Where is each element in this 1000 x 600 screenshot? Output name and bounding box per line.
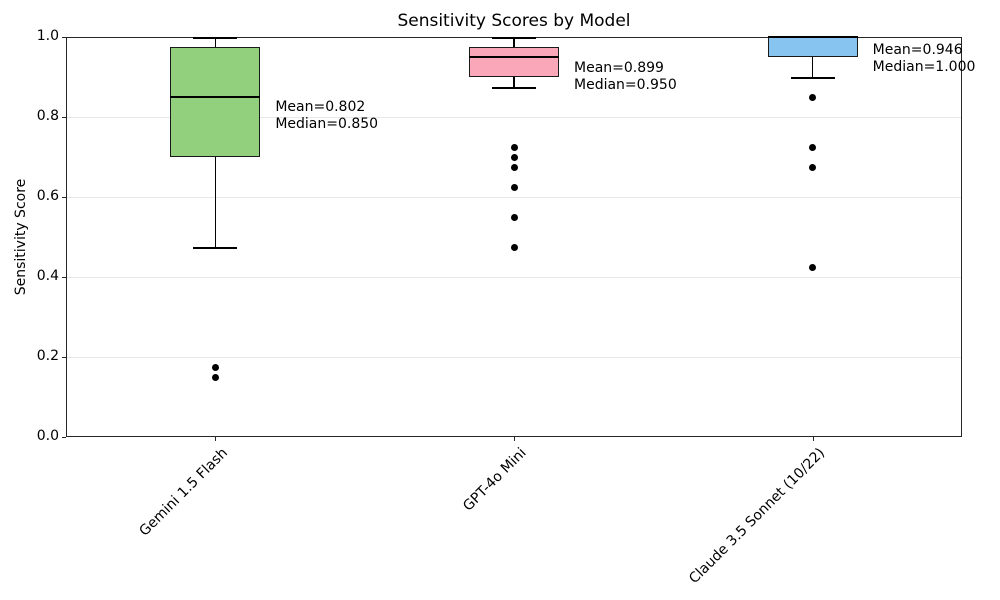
x-tick-label-claude-3-5-sonnet-10-22: Claude 3.5 Sonnet (10/22) bbox=[685, 445, 828, 587]
y-axis-label: Sensitivity Score bbox=[13, 178, 29, 296]
stats-annotation-line: Mean=0.946 bbox=[872, 41, 963, 58]
stats-annotation-line: Median=1.000 bbox=[872, 58, 976, 75]
median-line-gpt-4o-mini bbox=[469, 56, 559, 58]
stats-annotation-line: Mean=0.899 bbox=[574, 60, 664, 77]
outlier-point bbox=[809, 263, 817, 271]
outlier-point bbox=[510, 243, 518, 251]
outlier-point bbox=[809, 163, 817, 171]
lower-whisker-gpt-4o-mini bbox=[513, 77, 515, 87]
outlier-point bbox=[809, 143, 817, 151]
outlier-point bbox=[510, 153, 518, 161]
y-tick-label: 0.8 bbox=[36, 108, 59, 124]
y-tick-label: 1.0 bbox=[36, 28, 59, 44]
x-tick bbox=[514, 437, 515, 441]
stats-annotation-line: Mean=0.802 bbox=[275, 99, 366, 116]
x-tick-label-gemini-1-5-flash: Gemini 1.5 Flash bbox=[136, 445, 231, 540]
outlier-point bbox=[809, 93, 817, 101]
upper-whisker-cap-gemini-1-5-flash bbox=[193, 37, 238, 39]
chart-title: Sensitivity Scores by Model bbox=[397, 11, 631, 31]
outlier-point bbox=[510, 163, 518, 171]
box-gemini-1-5-flash bbox=[170, 47, 261, 157]
outlier-point bbox=[510, 213, 518, 221]
outlier-point bbox=[510, 143, 518, 151]
gridline bbox=[67, 357, 961, 358]
gridline bbox=[67, 277, 961, 278]
lower-whisker-cap-gpt-4o-mini bbox=[492, 87, 536, 89]
lower-whisker-claude-3-5-sonnet-10-22 bbox=[811, 57, 814, 77]
y-tick-label: 0.2 bbox=[36, 348, 59, 364]
median-line-gemini-1-5-flash bbox=[170, 96, 261, 98]
upper-whisker-gemini-1-5-flash bbox=[214, 37, 217, 47]
x-tick bbox=[812, 437, 814, 441]
stats-annotation-gpt-4o-mini: Mean=0.899 Median=0.950 bbox=[574, 60, 677, 94]
outlier-point bbox=[211, 373, 219, 381]
gridline bbox=[67, 197, 961, 198]
y-tick-label: 0.6 bbox=[36, 188, 59, 204]
y-tick bbox=[62, 197, 66, 198]
x-tick bbox=[215, 437, 217, 441]
stats-annotation-line: Median=0.950 bbox=[574, 77, 677, 94]
lower-whisker-cap-claude-3-5-sonnet-10-22 bbox=[790, 77, 835, 79]
y-tick bbox=[62, 357, 66, 358]
box-claude-3-5-sonnet-10-22 bbox=[767, 37, 858, 57]
outlier-point bbox=[211, 363, 219, 371]
lower-whisker-cap-gemini-1-5-flash bbox=[193, 247, 238, 249]
y-tick bbox=[62, 437, 66, 438]
upper-whisker-cap-gpt-4o-mini bbox=[492, 37, 536, 39]
gridline bbox=[67, 117, 961, 118]
outlier-point bbox=[510, 183, 518, 191]
upper-whisker-gpt-4o-mini bbox=[513, 37, 515, 47]
y-tick bbox=[62, 37, 66, 38]
y-tick bbox=[62, 117, 66, 118]
y-tick-label: 0.4 bbox=[36, 268, 59, 284]
stats-annotation-gemini-1-5-flash: Mean=0.802 Median=0.850 bbox=[275, 99, 378, 133]
stats-annotation-claude-3-5-sonnet-10-22: Mean=0.946 Median=1.000 bbox=[873, 42, 976, 76]
x-tick-label-gpt-4o-mini: GPT-4o Mini bbox=[459, 445, 530, 515]
median-line-claude-3-5-sonnet-10-22 bbox=[767, 36, 858, 38]
stats-annotation-line: Median=0.850 bbox=[275, 116, 379, 133]
y-tick-label: 0.0 bbox=[36, 428, 59, 444]
box-gpt-4o-mini bbox=[469, 47, 559, 77]
y-tick bbox=[62, 277, 66, 278]
lower-whisker-gemini-1-5-flash bbox=[214, 157, 217, 247]
